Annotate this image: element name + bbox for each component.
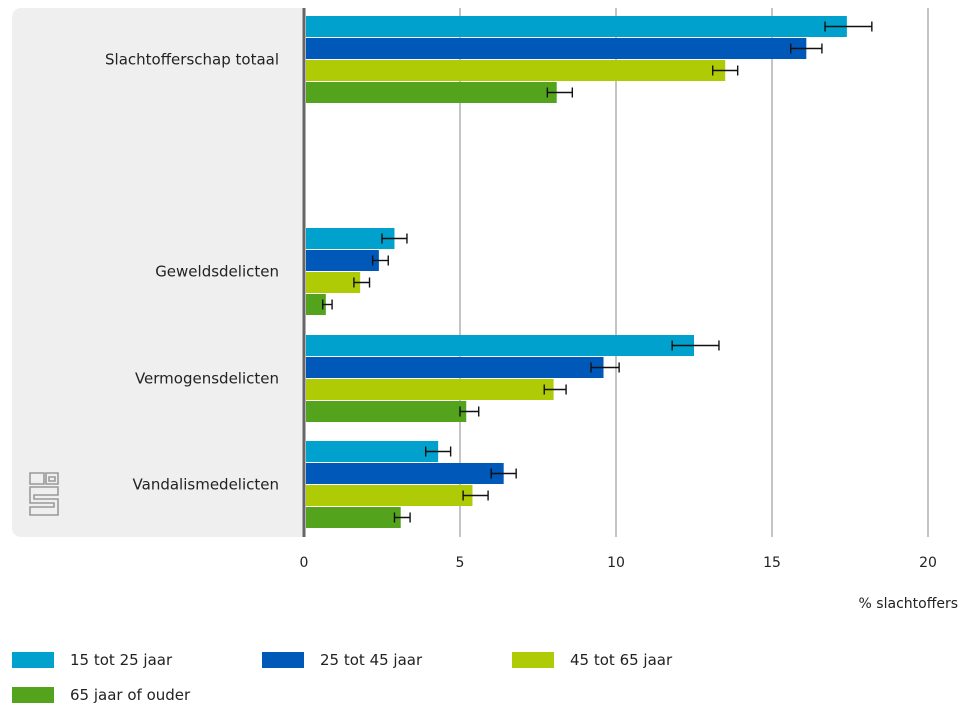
legend-swatch	[12, 687, 54, 703]
x-tick-label: 15	[763, 555, 781, 571]
legend-swatch	[12, 652, 54, 668]
bar	[306, 335, 694, 356]
legend: 15 tot 25 jaar 25 tot 45 jaar 45 tot 65 ja…	[12, 651, 673, 704]
x-axis-label: % slachtoffers	[859, 596, 958, 612]
error-bars	[322, 21, 873, 523]
x-tick-label: 5	[456, 555, 465, 571]
category-label: Vermogensdelicten	[135, 370, 279, 388]
bar	[306, 463, 504, 484]
bar	[306, 272, 361, 293]
x-tick-label: 10	[607, 555, 625, 571]
bar	[306, 228, 395, 249]
legend-label: 65 jaar of ouder	[70, 686, 191, 704]
x-tick-labels: 0 5 10 15 20	[300, 555, 937, 571]
bar	[306, 38, 807, 59]
bar	[306, 441, 439, 462]
bar	[306, 379, 554, 400]
x-tick-label: 0	[300, 555, 309, 571]
bar	[306, 16, 847, 37]
bar	[306, 485, 473, 506]
bar	[306, 401, 467, 422]
legend-label: 15 tot 25 jaar	[70, 651, 173, 669]
bar	[306, 507, 401, 528]
category-label: Vandalismedelicten	[133, 476, 279, 494]
legend-swatch	[262, 652, 304, 668]
bar	[306, 357, 604, 378]
legend-swatch	[512, 652, 554, 668]
bars	[306, 16, 847, 528]
bar	[306, 60, 726, 81]
bar	[306, 82, 557, 103]
bar	[306, 294, 326, 315]
legend-label: 25 tot 45 jaar	[320, 651, 423, 669]
x-tick-label: 20	[919, 555, 937, 571]
legend-label: 45 tot 65 jaar	[570, 651, 673, 669]
bar	[306, 250, 379, 271]
category-labels: Slachtofferschap totaal Geweldsdelicten Ve…	[105, 51, 279, 494]
category-label: Slachtofferschap totaal	[105, 51, 279, 69]
cbs-logo	[29, 472, 59, 516]
category-label: Geweldsdelicten	[155, 263, 279, 281]
category-panel	[12, 8, 303, 537]
